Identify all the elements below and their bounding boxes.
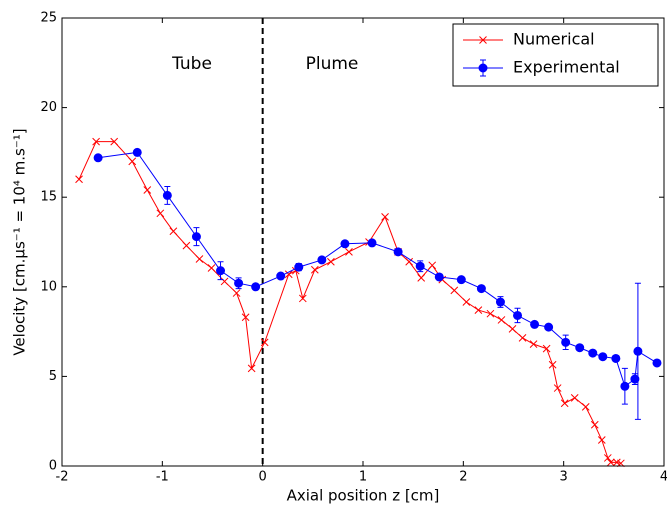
data-point xyxy=(298,294,307,303)
data-point xyxy=(575,343,585,353)
x-tick-label: 2 xyxy=(459,470,467,485)
data-point xyxy=(195,255,204,263)
data-point xyxy=(456,275,466,285)
legend-errorbar xyxy=(480,59,486,77)
annotation: Plume xyxy=(306,54,359,74)
data-point xyxy=(450,286,459,295)
data-point xyxy=(606,458,615,467)
data-point xyxy=(518,334,527,342)
data-point xyxy=(495,297,505,307)
data-point xyxy=(110,137,119,146)
x-tick-label: 0 xyxy=(259,470,267,485)
data-point xyxy=(191,232,201,242)
data-point xyxy=(561,337,571,347)
series-line xyxy=(98,151,658,388)
data-point xyxy=(156,209,165,218)
data-point xyxy=(611,353,621,363)
data-point xyxy=(92,137,100,146)
data-point xyxy=(603,454,612,462)
legend-marker xyxy=(479,36,487,44)
y-tick-label: 25 xyxy=(40,11,57,26)
data-point xyxy=(513,310,523,320)
data-point xyxy=(241,313,250,322)
x-axis-label: Axial position z [cm] xyxy=(287,487,440,505)
data-point xyxy=(476,284,486,294)
data-point xyxy=(486,309,495,318)
data-point xyxy=(597,436,606,444)
data-point xyxy=(633,346,643,356)
data-point xyxy=(588,348,598,358)
x-tick-label: 4 xyxy=(660,470,667,485)
data-point xyxy=(327,257,335,266)
data-point xyxy=(508,325,517,333)
y-tick-label: 5 xyxy=(49,369,57,384)
data-point xyxy=(234,278,244,288)
y-tick-label: 20 xyxy=(40,100,57,115)
data-point xyxy=(310,265,319,274)
data-point xyxy=(294,262,304,272)
x-tick-label: -2 xyxy=(56,470,69,485)
data-point xyxy=(340,239,350,249)
x-tick-label: 3 xyxy=(560,470,568,485)
y-tick-label: 15 xyxy=(40,190,57,205)
data-point xyxy=(570,394,579,402)
data-point xyxy=(162,190,172,200)
data-point xyxy=(434,272,444,282)
data-point xyxy=(216,266,226,276)
data-point xyxy=(474,306,483,314)
data-point xyxy=(93,153,103,163)
data-point xyxy=(284,270,293,279)
data-point xyxy=(560,399,569,408)
data-point xyxy=(232,289,241,297)
y-axis-label: Velocity [cm.μs⁻¹ = 10⁴ m.s⁻¹] xyxy=(11,128,29,355)
series-line xyxy=(78,141,621,464)
data-point xyxy=(132,147,142,157)
data-point xyxy=(345,248,353,256)
data-point xyxy=(553,384,562,392)
data-point xyxy=(530,319,540,329)
data-point xyxy=(182,241,191,250)
data-point xyxy=(548,360,557,369)
data-point xyxy=(207,264,216,272)
legend-label: Experimental xyxy=(513,58,620,77)
data-point xyxy=(251,282,261,292)
legend xyxy=(452,23,659,87)
data-point xyxy=(276,271,286,281)
data-point xyxy=(428,261,437,270)
data-point xyxy=(417,273,426,282)
data-point xyxy=(652,358,662,368)
data-point xyxy=(630,374,640,384)
y-tick-label: 10 xyxy=(40,279,57,294)
data-point xyxy=(542,344,551,353)
data-point xyxy=(220,277,229,286)
data-point xyxy=(529,340,538,348)
data-point xyxy=(598,352,608,362)
x-tick-label: 1 xyxy=(359,470,367,485)
data-point xyxy=(620,381,630,391)
data-point xyxy=(393,247,403,257)
data-point xyxy=(590,420,599,429)
data-point xyxy=(247,364,256,373)
plot-frame xyxy=(61,17,665,467)
y-tick-label: 0 xyxy=(49,459,57,474)
data-point xyxy=(317,255,327,265)
data-point xyxy=(581,403,590,411)
data-point xyxy=(497,316,506,324)
data-point xyxy=(405,257,414,266)
annotation: Tube xyxy=(171,54,212,74)
data-point xyxy=(462,298,471,306)
data-point xyxy=(75,175,83,184)
data-point xyxy=(260,338,269,347)
legend-label: Numerical xyxy=(513,30,595,49)
data-point xyxy=(367,238,377,248)
data-point xyxy=(415,261,425,271)
data-point xyxy=(169,227,178,236)
data-point xyxy=(143,186,152,194)
data-point xyxy=(381,213,389,221)
data-point xyxy=(128,157,137,166)
data-point xyxy=(544,322,554,332)
x-tick-label: -1 xyxy=(156,470,169,485)
